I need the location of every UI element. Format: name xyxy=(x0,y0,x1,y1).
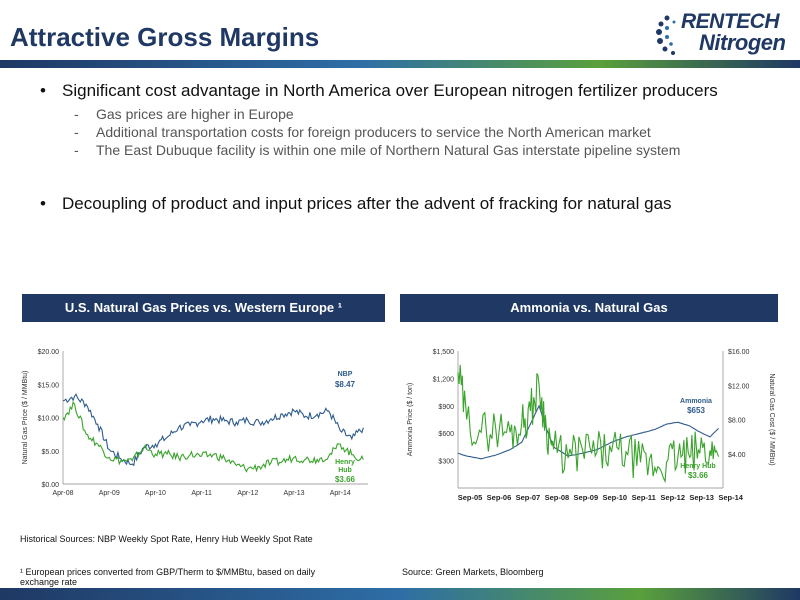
series-label-henry-hub: Hub xyxy=(338,467,352,474)
chart1-title: U.S. Natural Gas Prices vs. Western Euro… xyxy=(22,294,385,322)
series-label-henry-hub: Henry Hub xyxy=(680,463,715,470)
x-tick-label: Sep-08 xyxy=(545,493,570,502)
bullet-decoupling: Decoupling of product and input prices a… xyxy=(40,193,770,214)
title-underline-bar xyxy=(0,60,800,68)
x-tick-label: Apr-13 xyxy=(284,490,305,497)
y-tick-label-left: $1,500 xyxy=(433,349,455,356)
x-tick-label: Apr-11 xyxy=(191,490,212,497)
y-tick-label-right: $16.00 xyxy=(728,349,750,356)
sub-bullet-gas-prices: Gas prices are higher in Europe xyxy=(74,105,770,123)
historical-sources-note: Historical Sources: NBP Weekly Spot Rate… xyxy=(20,534,313,544)
gas-prices-chart: $0.00 $5.00 $10.00 $15.00 $20.00 Apr-08 Apr-09… xyxy=(22,349,368,497)
y-tick-label: $0.00 xyxy=(41,482,59,489)
series-line-ammonia xyxy=(457,404,720,460)
series-label-henry-hub: Henry xyxy=(335,459,355,466)
x-tick-label: Sep-11 xyxy=(632,493,656,502)
x-tick-label: Sep-09 xyxy=(574,493,599,502)
page-title: Attractive Gross Margins xyxy=(10,22,320,52)
data-label-ammonia: $653 xyxy=(687,406,705,415)
x-tick-label: Sep-06 xyxy=(487,493,512,502)
x-tick-label: Sep-05 xyxy=(458,493,483,502)
source-note: Source: Green Markets, Bloomberg xyxy=(402,567,544,577)
y-axis-title: Natural Gas Price ($ / MMBtu) xyxy=(22,371,29,465)
x-tick-label: Sep-14 xyxy=(718,493,743,502)
y-tick-label-left: $300 xyxy=(438,459,454,466)
x-tick-label: Apr-14 xyxy=(330,490,351,497)
data-label-henry-hub: $3.66 xyxy=(335,475,356,484)
y-tick-label: $10.00 xyxy=(38,416,60,423)
sub-bullet-transportation: Additional transportation costs for fore… xyxy=(74,123,770,141)
x-tick-label: Sep-12 xyxy=(660,493,685,502)
bullet-list: Significant cost advantage in North Amer… xyxy=(40,80,770,214)
series-label-ammonia: Ammonia xyxy=(680,398,712,405)
series-label-nbp: NBP xyxy=(338,371,353,378)
y-tick-label: $20.00 xyxy=(38,349,60,356)
y-tick-label-right: $8.00 xyxy=(728,418,746,425)
series-line-henry-hub xyxy=(457,364,720,484)
chart2-title: Ammonia vs. Natural Gas xyxy=(400,294,778,322)
rentech-logo: RENTECH Nitrogen xyxy=(655,8,795,58)
x-tick-label: Apr-09 xyxy=(99,490,120,497)
y-tick-label-left: $900 xyxy=(438,404,454,411)
series-line-henry-hub xyxy=(62,400,364,473)
logo-text-nitrogen: Nitrogen xyxy=(699,30,786,55)
logo-dots-icon xyxy=(656,15,676,55)
data-label-henry-hub: $3.66 xyxy=(688,471,709,480)
y-tick-label-right: $12.00 xyxy=(728,383,750,390)
x-tick-label: Sep-10 xyxy=(603,493,628,502)
x-tick-label: Apr-08 xyxy=(52,490,73,497)
y-tick-label: $15.00 xyxy=(38,382,60,389)
x-tick-label: Apr-10 xyxy=(145,490,166,497)
footnote: ¹ European prices converted from GBP/The… xyxy=(20,567,316,587)
y-tick-label: $5.00 xyxy=(41,449,59,456)
y-tick-label-right: $4.00 xyxy=(728,452,746,459)
y-axis-title-left: Ammonia Price ($ / ton) xyxy=(407,383,414,457)
y-tick-label-left: $600 xyxy=(438,431,454,438)
x-tick-label: Apr-12 xyxy=(237,490,258,497)
sub-bullet-list: Gas prices are higher in Europe Addition… xyxy=(74,105,770,159)
footer-bar xyxy=(0,588,800,600)
x-tick-label: Sep-13 xyxy=(689,493,714,502)
y-tick-label-left: $1,200 xyxy=(433,376,455,383)
y-axis-title-right: Natural Gas Cost ($ / MMBtu) xyxy=(768,373,775,465)
bullet-cost-advantage: Significant cost advantage in North Amer… xyxy=(40,80,770,101)
ammonia-vs-gas-chart: $300 $600 $900 $1,200 $1,500 $4.00 $8.00 $12.00… xyxy=(407,349,775,502)
logo-text-rentech: RENTECH xyxy=(681,10,780,33)
series-line-nbp xyxy=(62,393,364,467)
x-tick-label: Sep-07 xyxy=(516,493,541,502)
data-label-nbp: $8.47 xyxy=(335,380,356,389)
sub-bullet-pipeline: The East Dubuque facility is within one … xyxy=(74,141,770,159)
